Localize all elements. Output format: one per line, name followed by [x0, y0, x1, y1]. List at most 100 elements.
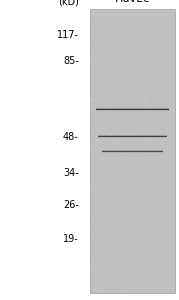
- Bar: [135, 118, 137, 120]
- Bar: [154, 168, 156, 169]
- Bar: [145, 92, 148, 93]
- Bar: [116, 32, 120, 33]
- Bar: [158, 148, 161, 150]
- Bar: [137, 70, 142, 72]
- Bar: [171, 279, 173, 281]
- Bar: [150, 267, 154, 268]
- Bar: [98, 216, 101, 218]
- Bar: [136, 32, 140, 34]
- Bar: [109, 281, 112, 284]
- Bar: [132, 164, 134, 166]
- Bar: [148, 59, 152, 61]
- Bar: [109, 81, 113, 82]
- Bar: [126, 185, 128, 188]
- Bar: [126, 196, 130, 197]
- Bar: [152, 244, 156, 245]
- Bar: [151, 116, 154, 117]
- Bar: [119, 178, 123, 181]
- Bar: [143, 25, 147, 28]
- Bar: [101, 134, 104, 137]
- Bar: [140, 24, 145, 26]
- Bar: [173, 178, 177, 181]
- Bar: [162, 226, 165, 229]
- Bar: [142, 262, 145, 264]
- Bar: [137, 192, 141, 194]
- Bar: [150, 74, 154, 77]
- Bar: [175, 246, 179, 247]
- Bar: [170, 156, 171, 159]
- Bar: [90, 190, 94, 192]
- Bar: [150, 91, 153, 94]
- Bar: [109, 11, 111, 13]
- Bar: [105, 48, 107, 50]
- Bar: [164, 80, 169, 82]
- Bar: [101, 229, 104, 230]
- Bar: [122, 277, 125, 279]
- Bar: [170, 70, 171, 72]
- Bar: [166, 102, 168, 105]
- Bar: [142, 248, 145, 250]
- Bar: [97, 44, 102, 46]
- Bar: [170, 268, 174, 269]
- Bar: [149, 24, 153, 27]
- Bar: [154, 156, 157, 158]
- Bar: [150, 50, 152, 53]
- Bar: [166, 71, 170, 73]
- Bar: [143, 30, 147, 31]
- Bar: [150, 245, 153, 248]
- Bar: [149, 100, 153, 102]
- Bar: [98, 172, 101, 174]
- Bar: [130, 167, 134, 170]
- Bar: [136, 64, 139, 67]
- Bar: [158, 93, 159, 95]
- Bar: [152, 118, 155, 119]
- Bar: [121, 276, 125, 280]
- Bar: [116, 67, 120, 69]
- Bar: [91, 208, 94, 211]
- Bar: [92, 224, 94, 226]
- Bar: [160, 12, 164, 14]
- Bar: [103, 180, 106, 183]
- Bar: [100, 43, 103, 46]
- Bar: [130, 175, 132, 178]
- Bar: [166, 188, 171, 189]
- Bar: [90, 143, 91, 145]
- Bar: [148, 126, 151, 127]
- Bar: [110, 16, 113, 17]
- Bar: [151, 142, 153, 145]
- Bar: [92, 17, 96, 20]
- Bar: [120, 145, 124, 147]
- Bar: [161, 116, 163, 118]
- Bar: [101, 147, 104, 148]
- Bar: [175, 211, 178, 213]
- Bar: [94, 31, 96, 33]
- Bar: [169, 27, 172, 28]
- Bar: [92, 203, 94, 206]
- Bar: [100, 224, 103, 227]
- Bar: [163, 114, 166, 116]
- Bar: [170, 225, 173, 226]
- Bar: [125, 45, 128, 46]
- Bar: [158, 92, 160, 95]
- Bar: [108, 188, 110, 191]
- Bar: [96, 231, 99, 233]
- Text: 85-: 85-: [63, 56, 79, 67]
- Bar: [129, 64, 133, 67]
- Bar: [146, 219, 148, 220]
- Bar: [90, 118, 92, 119]
- Bar: [148, 134, 150, 135]
- Bar: [121, 48, 125, 50]
- Bar: [141, 154, 146, 156]
- Bar: [154, 82, 155, 83]
- Bar: [142, 63, 147, 64]
- Bar: [171, 186, 174, 188]
- Bar: [167, 269, 171, 270]
- Bar: [124, 9, 127, 10]
- Bar: [127, 103, 130, 106]
- Bar: [134, 22, 138, 23]
- Bar: [116, 77, 119, 79]
- Bar: [168, 289, 172, 292]
- Bar: [152, 219, 155, 221]
- Bar: [99, 139, 102, 141]
- Bar: [145, 282, 148, 285]
